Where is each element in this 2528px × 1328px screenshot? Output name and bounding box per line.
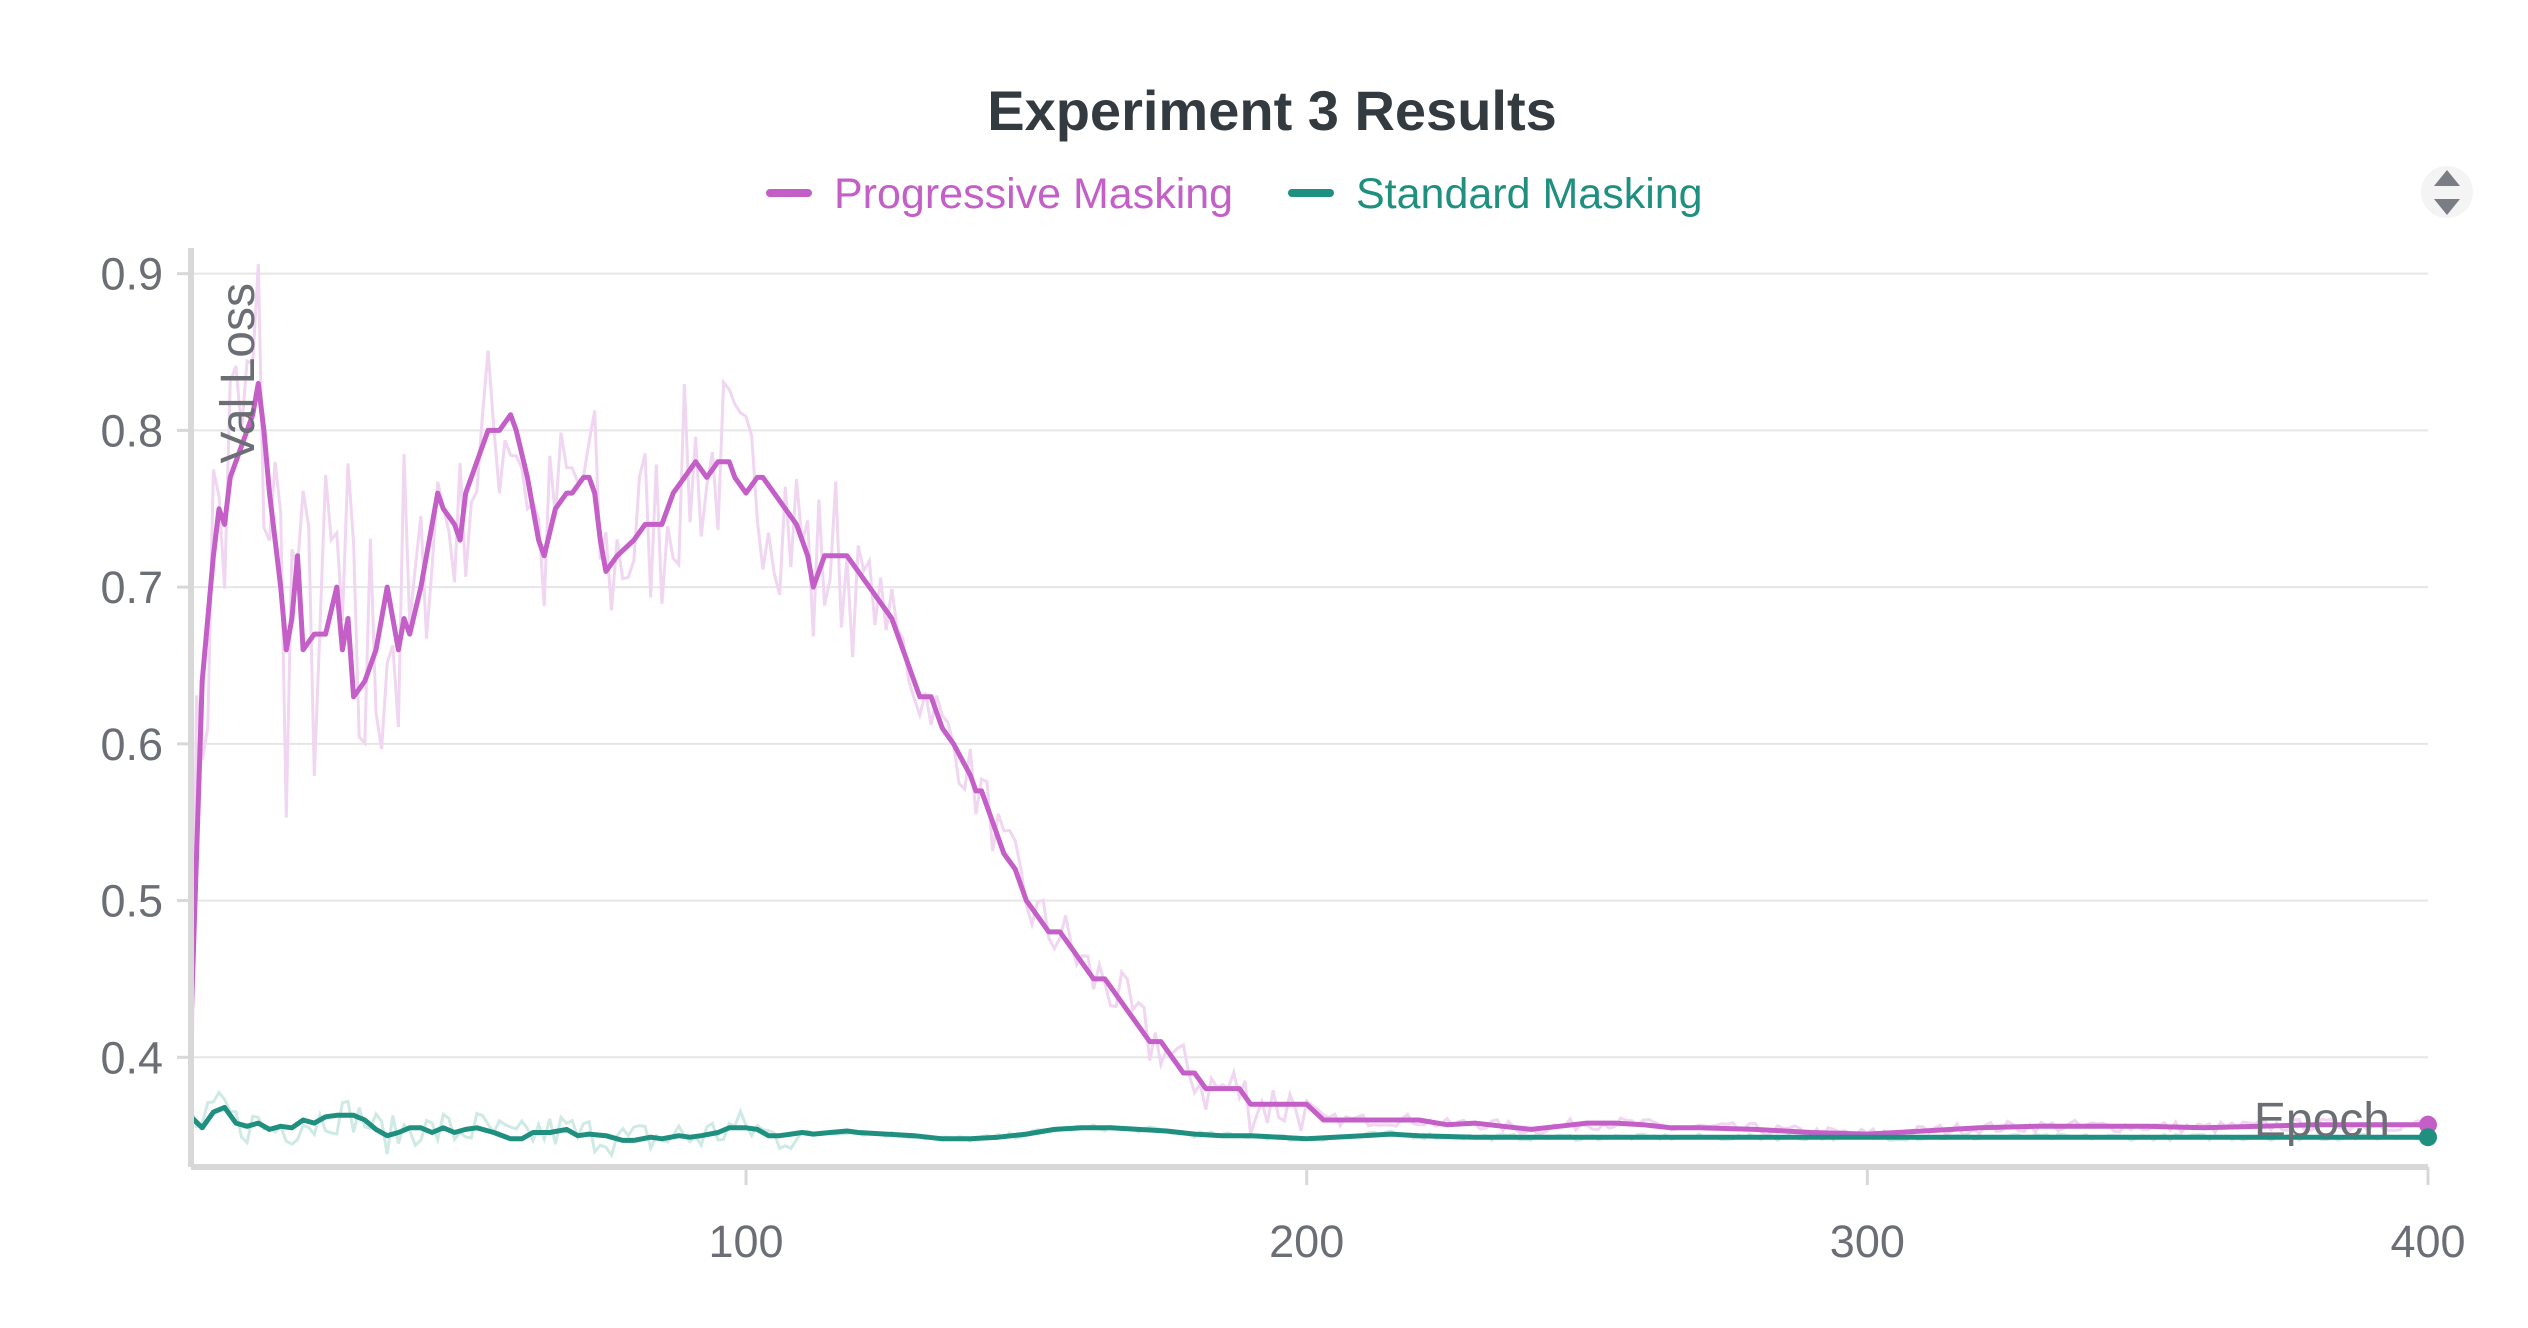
x-tick-label: 200 — [1269, 1216, 1344, 1267]
legend-label-progressive[interactable]: Progressive Masking — [834, 170, 1233, 218]
raw-series-layer — [189, 264, 2429, 1168]
progressive-masking-end-point[interactable] — [2419, 1115, 2437, 1134]
legend-label-standard[interactable]: Standard Masking — [1356, 170, 1703, 218]
y-tick-label: 0.9 — [100, 249, 163, 300]
progressive-masking-line[interactable] — [188, 380, 2431, 1137]
raw-progressive-line — [189, 264, 2429, 1168]
y-tick-label: 0.6 — [100, 719, 163, 770]
x-tick-label: 300 — [1830, 1216, 1905, 1267]
y-tick-label: 0.5 — [100, 876, 163, 927]
legend[interactable]: Progressive Masking Standard Masking — [766, 170, 1703, 218]
axes: 0.4 0.5 0.6 0.7 0.8 0.9 100 200 300 400 — [100, 248, 2466, 1267]
x-tick-label: 400 — [2390, 1216, 2465, 1267]
y-axis-label: Val Loss — [212, 283, 265, 464]
standard-masking-end-point[interactable] — [2419, 1128, 2437, 1147]
chart-title: Experiment 3 Results — [987, 79, 1557, 142]
x-axis-label: Epoch — [2254, 1094, 2390, 1147]
y-tick-label: 0.4 — [100, 1032, 163, 1083]
y-tick-label: 0.8 — [100, 405, 163, 456]
y-tick-label: 0.7 — [100, 562, 163, 613]
x-tick-label: 100 — [708, 1216, 783, 1267]
grid-lines — [191, 272, 2428, 1059]
up-down-arrows-icon[interactable] — [2421, 166, 2473, 218]
standard-masking-line[interactable] — [188, 1104, 2431, 1143]
series-layer — [188, 380, 2437, 1147]
